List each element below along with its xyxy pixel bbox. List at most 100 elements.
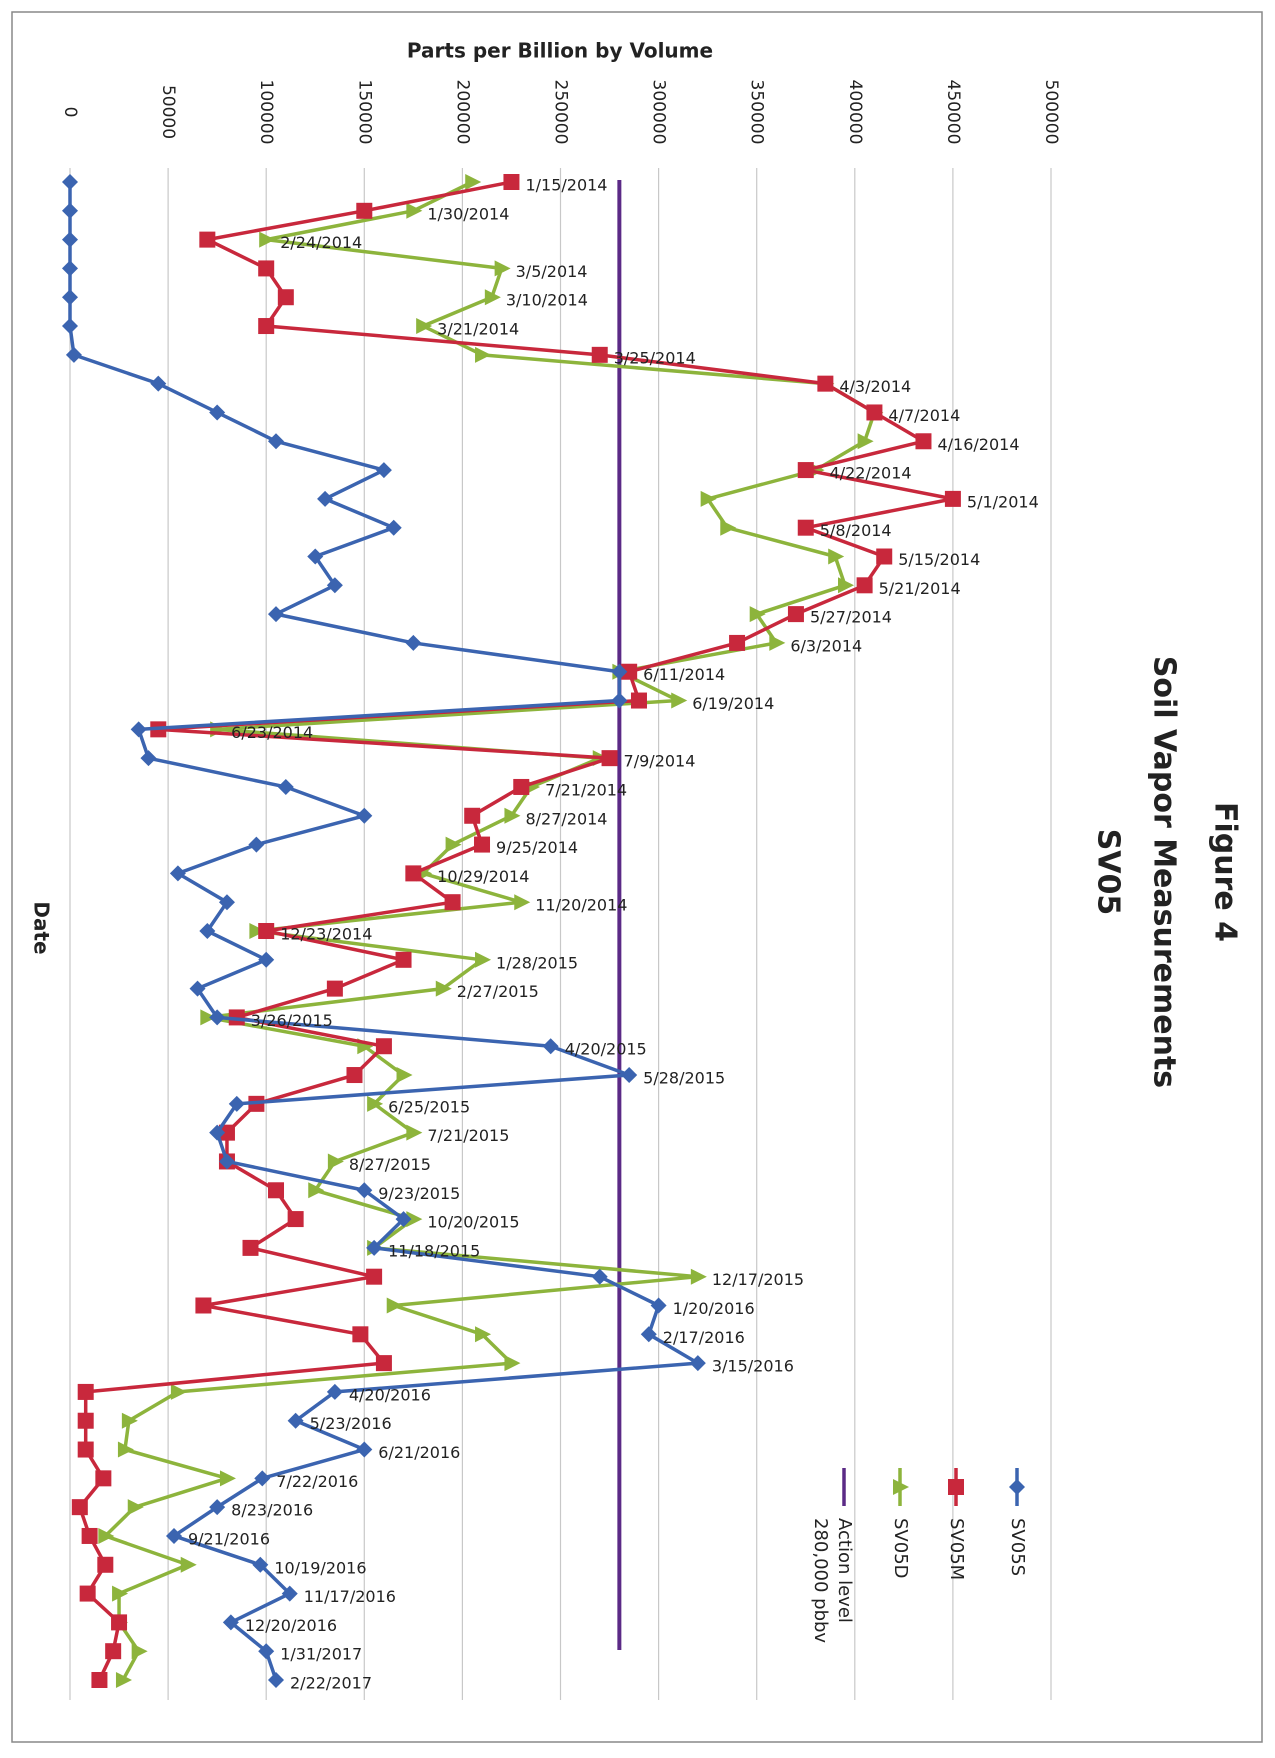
data-point (249, 923, 266, 939)
date-label: 6/11/2014 (643, 665, 725, 684)
data-point (326, 1383, 343, 1400)
data-point (475, 1326, 492, 1343)
date-label: 6/3/2014 (790, 636, 862, 655)
legend-marker (1009, 1479, 1025, 1495)
data-point (326, 577, 343, 594)
data-point (375, 1038, 392, 1055)
chart-title: Soil Vapor Measurements (1147, 656, 1182, 1088)
data-point (62, 174, 78, 190)
data-point (797, 519, 814, 536)
data-point (475, 951, 492, 968)
date-label: 4/16/2014 (937, 435, 1019, 454)
data-point (395, 1211, 412, 1228)
date-label: 5/23/2016 (310, 1414, 392, 1433)
data-point (222, 1614, 239, 1631)
series-line (103, 180, 877, 1681)
legend-marker (948, 1479, 964, 1495)
date-label: 7/21/2015 (427, 1126, 509, 1145)
data-point (317, 490, 334, 507)
data-point (268, 433, 285, 450)
data-point (195, 1297, 212, 1314)
date-label: 4/20/2015 (565, 1040, 647, 1059)
data-point (77, 1412, 94, 1429)
data-point (356, 1182, 373, 1199)
data-point (395, 951, 412, 968)
data-point (131, 1643, 148, 1660)
date-label: 1/20/2016 (673, 1299, 755, 1318)
value-axis-title: Parts per Billion by Volume (407, 39, 713, 63)
legend-marker (893, 1479, 909, 1495)
data-point (98, 1527, 115, 1544)
data-point (591, 346, 608, 363)
data-point (621, 1067, 638, 1084)
data-point (95, 1470, 112, 1487)
date-label: 4/3/2014 (839, 377, 911, 396)
date-label: 4/7/2014 (888, 406, 960, 425)
data-point (611, 663, 628, 680)
data-point (700, 490, 717, 507)
date-label: 11/20/2014 (535, 896, 627, 915)
data-point (475, 346, 492, 363)
date-label: 12/23/2014 (280, 925, 372, 944)
data-point (327, 1153, 344, 1170)
data-point (352, 1326, 369, 1343)
y-tick-label: 50000 (158, 85, 178, 139)
data-point (169, 865, 186, 882)
y-tick-label: 0 (60, 107, 80, 118)
data-point (621, 663, 638, 680)
data-point (112, 1585, 129, 1602)
y-tick-label: 500000 (1041, 80, 1061, 145)
date-label: 6/21/2016 (378, 1443, 460, 1462)
data-point (218, 894, 235, 911)
data-point (199, 231, 216, 248)
date-label: 7/22/2016 (276, 1472, 358, 1491)
data-point (209, 1499, 226, 1516)
data-point (690, 1268, 707, 1285)
date-label: 3/26/2015 (251, 1011, 333, 1030)
data-point (484, 289, 501, 306)
data-point (749, 606, 766, 623)
date-label: 9/25/2014 (496, 838, 578, 857)
data-point (308, 1182, 325, 1199)
data-point (71, 1499, 88, 1516)
data-point (857, 433, 874, 450)
data-point (121, 1412, 138, 1429)
date-label: 5/15/2014 (898, 550, 980, 569)
data-point (180, 1556, 197, 1573)
data-point (209, 1124, 226, 1141)
date-label: 3/21/2014 (437, 320, 519, 339)
data-point (228, 1095, 245, 1112)
data-point (242, 1239, 259, 1256)
y-tick-label: 200000 (452, 80, 472, 145)
date-label: 2/27/2015 (457, 982, 539, 1001)
data-point (944, 490, 961, 507)
data-point (504, 1355, 521, 1372)
data-point (218, 1124, 235, 1141)
data-point (62, 318, 78, 335)
data-point (165, 1527, 182, 1544)
data-point (385, 519, 402, 536)
date-label: 7/9/2014 (624, 752, 696, 771)
date-axis-title: Date (30, 901, 54, 954)
legend-label: SV05S (1007, 1518, 1028, 1576)
data-point (219, 1470, 236, 1487)
data-point (356, 202, 373, 219)
data-point (856, 577, 873, 594)
data-point (218, 1153, 235, 1170)
data-point (209, 1009, 226, 1026)
data-point (366, 1268, 383, 1285)
data-point (258, 318, 275, 335)
data-point (514, 894, 531, 911)
data-point (268, 1182, 285, 1199)
data-point (268, 1672, 285, 1688)
date-label: 7/21/2014 (545, 780, 627, 799)
date-label: 2/24/2014 (280, 233, 362, 252)
data-point (65, 346, 82, 363)
data-point (356, 1441, 373, 1458)
data-point (209, 404, 226, 421)
data-point (258, 1643, 275, 1660)
date-label: 12/20/2016 (245, 1616, 337, 1635)
data-point (876, 548, 893, 565)
date-label: 1/31/2017 (280, 1645, 362, 1664)
data-point (405, 634, 422, 651)
